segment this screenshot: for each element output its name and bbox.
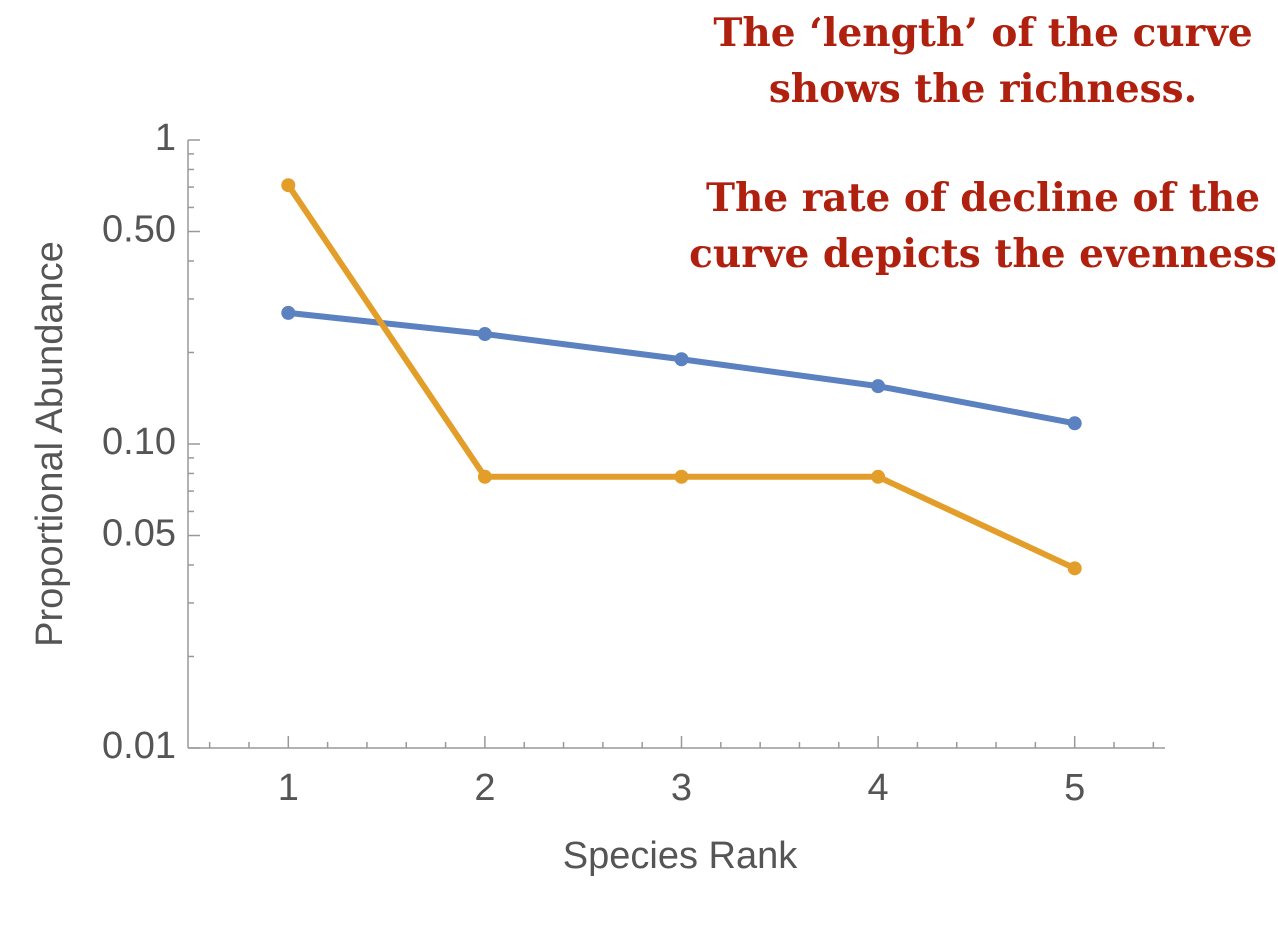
point [674,352,689,367]
y-tick-label: 0.05 [102,513,176,555]
x-tick-label: 3 [671,767,692,809]
x-tick-label: 4 [868,767,889,809]
point [871,469,886,484]
y-tick-label: 0.10 [102,421,176,463]
y-axis-title: Proportional Abundance [29,241,71,647]
x-axis-title: Species Rank [563,835,798,877]
point [477,327,492,342]
y-tick-label: 0.50 [102,209,176,251]
annotation: The ‘length’ of the curve [713,10,1252,56]
point [674,469,689,484]
x-tick-label: 2 [474,767,495,809]
annotation: The rate of decline of the [706,175,1260,221]
point [281,178,296,193]
x-tick-label: 1 [278,767,299,809]
point [1067,561,1082,576]
point [1067,416,1082,431]
point [871,379,886,394]
y-tick-label: 1 [155,117,176,159]
x-tick-label: 5 [1064,767,1085,809]
annotation: curve depicts the evenness [689,231,1277,277]
y-tick-label: 0.01 [102,725,176,767]
series-line [287,309,1076,427]
point [477,469,492,484]
point [281,305,296,320]
annotation: shows the richness. [769,66,1197,112]
